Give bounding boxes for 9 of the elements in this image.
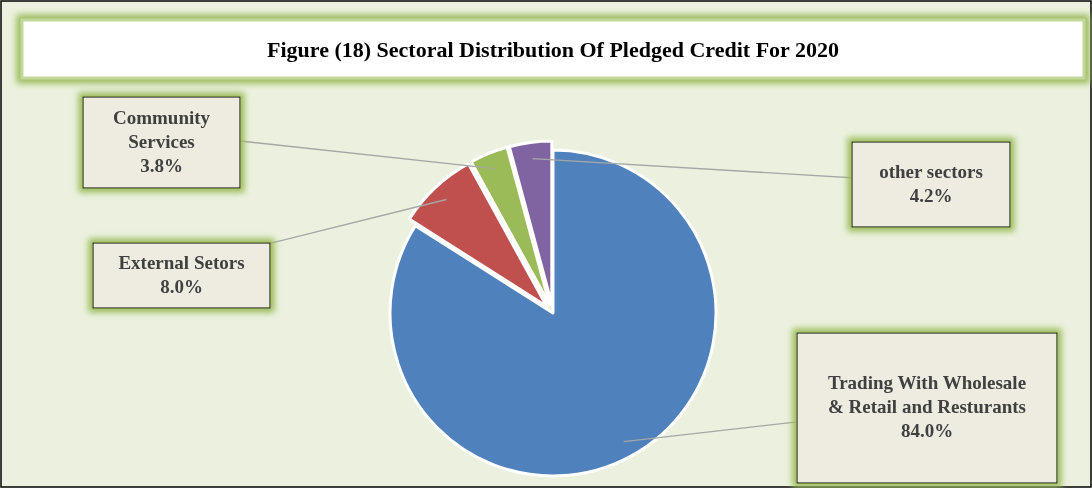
data-label: 4.2% (909, 184, 953, 206)
slice-label: Trading With Wholesale & Retail and Resturants (827, 372, 1027, 417)
slice-label: other sectors (879, 160, 983, 182)
data-label: 8.0% (160, 275, 203, 297)
slice-label: External Setors (118, 251, 245, 273)
data-label: 84.0% (900, 420, 954, 441)
chart-title: Figure (18) Sectoral Distribution Of Pledged Credit For 2020 (267, 37, 839, 62)
data-label: 3.8% (140, 154, 183, 176)
slice-label: Community Services (112, 106, 211, 152)
